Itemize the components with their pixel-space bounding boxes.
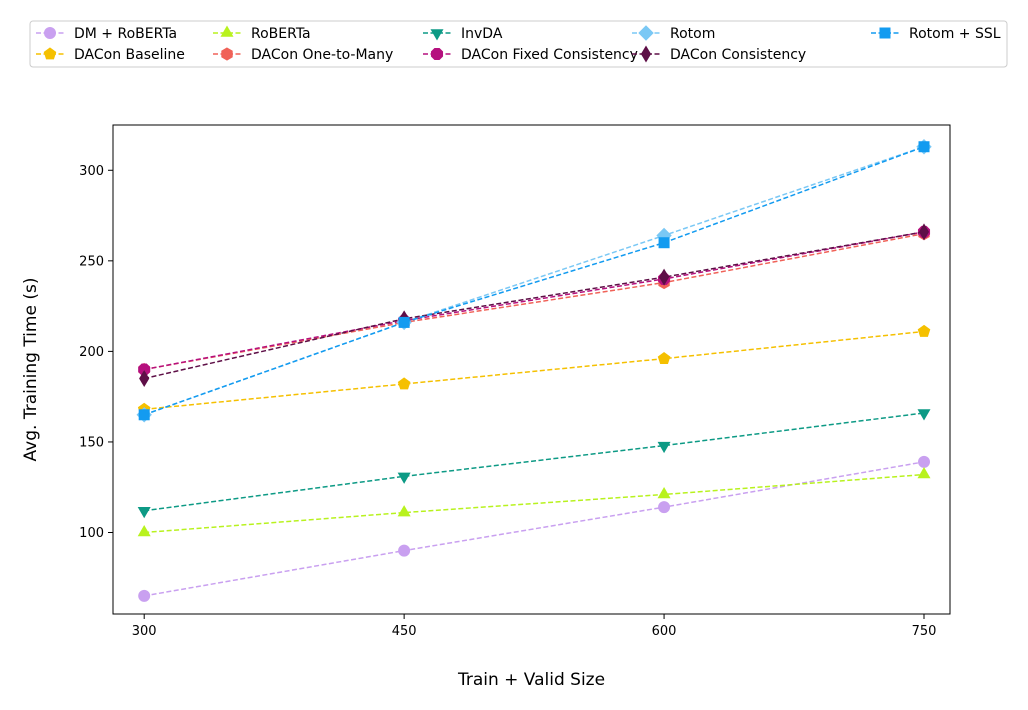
- x-tick-label: 300: [132, 624, 157, 639]
- legend-label: DACon Fixed Consistency: [461, 47, 638, 63]
- y-tick-label: 300: [79, 164, 104, 179]
- series-invda: [137, 409, 931, 519]
- legend-marker: [430, 29, 444, 41]
- legend-label: DACon One-to-Many: [251, 47, 393, 63]
- data-point: [658, 501, 671, 514]
- plot-area: [112, 124, 951, 615]
- y-axis: 100 150 200 250 300: [79, 164, 113, 541]
- data-point: [917, 467, 931, 479]
- legend-label: DACon Baseline: [74, 47, 185, 63]
- data-point: [918, 455, 931, 468]
- series-line: [144, 473, 925, 534]
- series-dm-roberta: [138, 455, 931, 602]
- legend-label: DM + RoBERTa: [74, 26, 177, 42]
- legend-item-invda: InvDA: [423, 26, 503, 42]
- series-layer: [136, 139, 932, 602]
- legend-item-dacon-one-to-many: DACon One-to-Many: [213, 47, 393, 63]
- series-line: [144, 330, 925, 411]
- legend-marker: [220, 25, 234, 37]
- legend-item-dm-roberta: DM + RoBERTa: [36, 26, 177, 42]
- series-dacon-baseline: [137, 324, 931, 415]
- legend-item-dacon-consistency: DACon Consistency: [632, 45, 806, 63]
- legend-label: RoBERTa: [251, 26, 311, 42]
- legend-marker: [221, 47, 233, 61]
- series-rotom: [136, 139, 932, 423]
- data-point: [397, 377, 411, 390]
- x-tick-label: 600: [652, 624, 677, 639]
- legend-marker: [640, 45, 652, 63]
- data-point: [658, 237, 670, 249]
- legend-label: InvDA: [461, 26, 503, 42]
- legend-frame: [29, 20, 1008, 68]
- data-point: [918, 141, 930, 153]
- legend-label: Rotom: [670, 26, 715, 42]
- series-line: [143, 146, 925, 416]
- x-tick-label: 750: [912, 624, 937, 639]
- legend-label: DACon Consistency: [670, 47, 806, 63]
- series-dacon-one-to-many: [138, 227, 930, 377]
- series-roberta: [137, 467, 931, 537]
- series-line: [144, 231, 925, 371]
- data-point: [658, 268, 670, 286]
- legend-marker: [44, 27, 56, 39]
- y-tick-label: 200: [79, 345, 104, 360]
- series-line: [144, 232, 925, 371]
- data-point: [397, 472, 411, 484]
- legend-label: Rotom + SSL: [909, 26, 1001, 42]
- data-point: [137, 525, 151, 537]
- series-line: [143, 146, 925, 416]
- series-line: [144, 231, 925, 380]
- x-axis-title: Train + Valid Size: [457, 670, 605, 690]
- data-point: [137, 507, 151, 519]
- data-point: [398, 544, 411, 557]
- legend-marker: [638, 25, 654, 41]
- legend-item-roberta: RoBERTa: [213, 25, 311, 42]
- y-tick-label: 150: [79, 435, 104, 450]
- legend-item-rotom: Rotom: [632, 25, 715, 42]
- data-point: [918, 223, 930, 241]
- legend: DM + RoBERTa DACon Baseline RoBERTa DACon O…: [29, 20, 1008, 68]
- data-point: [917, 324, 931, 337]
- data-point: [139, 370, 150, 388]
- x-axis: 300 450 600 750: [132, 614, 937, 639]
- legend-marker: [43, 47, 57, 60]
- y-tick-label: 250: [79, 254, 104, 269]
- y-axis-title: Avg. Training Time (s): [21, 278, 41, 462]
- legend-item-dacon-baseline: DACon Baseline: [36, 47, 185, 63]
- data-point: [138, 589, 151, 602]
- legend-item-rotom-ssl: Rotom + SSL: [871, 26, 1001, 42]
- series-line: [144, 412, 925, 512]
- legend-item-dacon-fixed-consistency: DACon Fixed Consistency: [423, 47, 638, 63]
- data-point: [657, 352, 671, 364]
- y-tick-label: 100: [79, 526, 104, 541]
- data-point: [917, 409, 931, 421]
- data-point: [657, 441, 671, 454]
- legend-marker: [879, 27, 891, 39]
- x-tick-label: 450: [392, 624, 417, 639]
- data-point: [657, 486, 671, 499]
- legend-marker: [430, 47, 444, 61]
- data-point: [397, 505, 411, 517]
- series-rotom-ssl: [138, 141, 930, 421]
- data-point: [138, 409, 150, 421]
- series-line: [144, 461, 925, 597]
- data-point: [398, 316, 410, 328]
- series-dacon-consistency: [139, 223, 930, 388]
